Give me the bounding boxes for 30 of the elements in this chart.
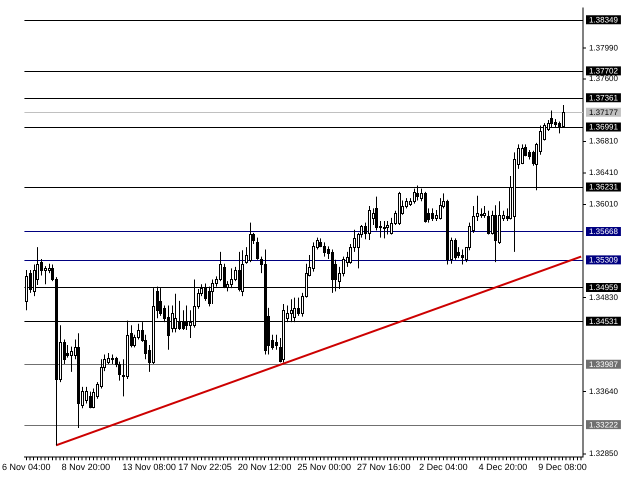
x-tick-label: 13 Nov 08:00 <box>122 462 176 472</box>
y-tick-label: 1.36810 <box>589 136 618 146</box>
ref-line-label: 1.37361 <box>589 93 618 102</box>
ref-line-label: 1.37177 <box>589 108 618 117</box>
x-tick-label: 25 Nov 00:00 <box>297 462 351 472</box>
x-tick-label: 6 Nov 04:00 <box>2 462 51 472</box>
ref-line-label: 1.35668 <box>589 227 618 236</box>
y-tick-label: 1.36410 <box>589 168 618 178</box>
y-tick-label: 1.36010 <box>589 200 618 209</box>
y-tick-label: 1.37600 <box>589 74 618 84</box>
ref-line-label: 1.34959 <box>589 283 618 292</box>
x-tick-label: 4 Dec 20:00 <box>478 462 528 472</box>
ref-line-label: 1.33222 <box>589 420 618 430</box>
ref-line-label: 1.36991 <box>589 122 618 132</box>
y-tick-label: 1.37990 <box>589 43 618 52</box>
ref-line-label: 1.34531 <box>589 316 618 326</box>
x-tick-label: 17 Nov 22:05 <box>178 462 232 472</box>
y-tick-label: 1.33640 <box>589 386 618 396</box>
y-tick-label: 1.34830 <box>589 292 618 302</box>
ref-line-label: 1.37702 <box>589 66 618 76</box>
ref-line-label: 1.33987 <box>589 360 618 369</box>
x-tick-label: 20 Nov 12:00 <box>238 462 292 472</box>
x-tick-label: 2 Dec 04:00 <box>419 462 468 472</box>
x-tick-label: 27 Nov 16:00 <box>357 462 411 472</box>
ref-line-label: 1.36231 <box>589 182 618 192</box>
y-tick-label: 1.32850 <box>589 449 618 458</box>
ref-line-label: 1.35309 <box>589 256 618 265</box>
x-tick-label: 8 Nov 20:00 <box>62 462 110 472</box>
ref-line-label: 1.38349 <box>589 15 618 24</box>
x-tick-label: 9 Dec 08:00 <box>538 462 587 472</box>
